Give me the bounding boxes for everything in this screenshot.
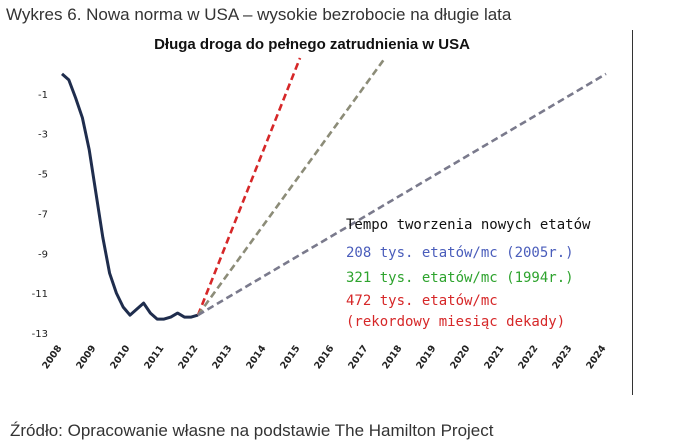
x-tick-label: 2008 [40, 343, 64, 371]
series-layer [61, 57, 607, 321]
y-tick-label: -7 [38, 209, 48, 220]
x-tick-label: 2010 [108, 343, 132, 371]
projection-line-3 [197, 72, 607, 317]
x-tick-label: 2022 [516, 343, 540, 371]
figure-source: Źródło: Opracowanie własne na podstawie … [10, 421, 494, 440]
y-tick-label: -1 [38, 90, 48, 101]
x-tick-label: 2024 [584, 343, 608, 371]
annotation-472-line2: (rekordowy miesiąc dekady) [346, 314, 565, 330]
x-tick-label: 2017 [346, 343, 370, 371]
x-tick-label: 2015 [278, 343, 302, 371]
y-tick-label: -11 [32, 289, 48, 300]
x-tick-label: 2009 [74, 343, 98, 371]
x-tick-label: 2023 [550, 343, 574, 371]
annotation-321: 321 tys. etatów/mc (1994r.) [346, 270, 574, 286]
y-tick-label: -9 [38, 249, 48, 260]
chart-title: Długa droga do pełnego zatrudnienia w US… [154, 36, 470, 53]
x-tick-label: 2012 [176, 343, 200, 371]
y-tick-label: -3 [38, 130, 48, 141]
x-tick-label: 2021 [482, 343, 506, 371]
frame-divider [632, 30, 633, 395]
projection-line-1 [196, 57, 302, 316]
x-tick-label: 2019 [414, 343, 438, 371]
y-tick-label: -13 [32, 329, 48, 340]
x-axis: 2008 2009 2010 2011 2012 2013 2014 2015 2016 2017… [40, 343, 608, 371]
y-axis: -1 -3 -5 -7 -9 -11 -13 [32, 90, 48, 340]
x-tick-label: 2016 [312, 343, 336, 371]
x-tick-label: 2011 [142, 343, 166, 371]
actual-employment-line [61, 72, 199, 321]
x-tick-label: 2013 [210, 343, 234, 371]
annotation-472-line1: 472 tys. etatów/mc [346, 293, 498, 309]
x-tick-label: 2020 [448, 343, 472, 371]
annotation-208: 208 tys. etatów/mc (2005r.) [346, 245, 574, 261]
x-tick-label: 2014 [244, 343, 268, 371]
figure-caption: Wykres 6. Nowa norma w USA – wysokie bez… [6, 5, 512, 24]
annotation-header: Tempo tworzenia nowych etatów [346, 217, 591, 233]
x-tick-label: 2018 [380, 343, 404, 371]
annotations: Tempo tworzenia nowych etatów 208 tys. e… [346, 217, 591, 330]
y-tick-label: -5 [38, 170, 48, 181]
projection-line-2 [196, 57, 387, 316]
